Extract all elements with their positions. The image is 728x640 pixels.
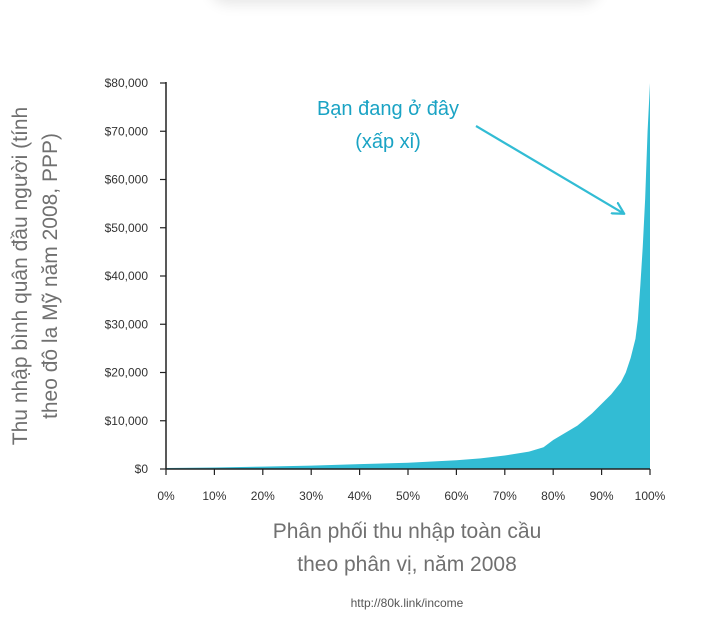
y-tick-label: $20,000 (105, 366, 149, 380)
y-tick-label: $30,000 (105, 317, 149, 331)
x-tick-label: 60% (444, 489, 468, 503)
x-tick-label: 40% (348, 489, 372, 503)
x-tick-label: 10% (202, 489, 226, 503)
y-axis-ticks: $0 $10,000 $20,000 $30,000 $40,000 $50,000 $60… (105, 76, 166, 476)
x-tick-label: 70% (493, 489, 517, 503)
x-tick-label: 20% (251, 489, 275, 503)
y-axis-title: Thu nhập bình quân đầu người (tính theo đ… (9, 107, 62, 445)
source-url: http://80k.link/income (351, 596, 464, 610)
y-tick-label: $50,000 (105, 221, 149, 235)
x-tick-label: 90% (590, 489, 614, 503)
y-tick-label: $80,000 (105, 76, 149, 90)
y-tick-label: $0 (135, 462, 149, 476)
y-tick-label: $40,000 (105, 269, 149, 283)
income-area (166, 83, 650, 469)
y-tick-label: $70,000 (105, 124, 149, 138)
x-tick-label: 30% (299, 489, 323, 503)
x-axis-ticks: 0% 10% 20% 30% 40% 50% 60% 70% 80% 90% 100% (157, 469, 666, 503)
x-tick-label: 50% (396, 489, 420, 503)
plot-area (166, 83, 650, 469)
x-tick-label: 100% (635, 489, 666, 503)
x-tick-label: 80% (541, 489, 565, 503)
y-tick-label: $60,000 (105, 173, 149, 187)
x-axis-title: Phân phối thu nhập toàn cầu theo phân vị,… (273, 520, 542, 576)
you-are-here-annotation: Bạn đang ở đây (xấp xỉ) (317, 98, 459, 153)
y-tick-label: $10,000 (105, 414, 149, 428)
x-tick-label: 0% (157, 489, 175, 503)
annotation-arrow (475, 125, 623, 213)
